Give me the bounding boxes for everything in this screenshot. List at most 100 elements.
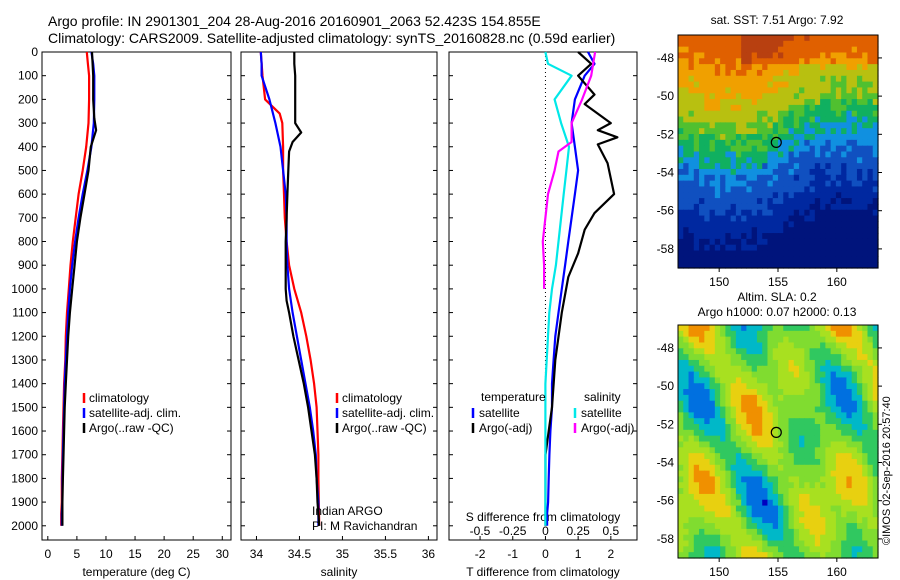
map-cell	[730, 209, 737, 217]
map-cell	[725, 377, 732, 384]
map-cell	[678, 81, 684, 89]
map-cell	[746, 330, 753, 338]
map-cell	[772, 534, 779, 542]
map-cell	[851, 256, 858, 263]
map-cell	[830, 244, 837, 252]
map-cell	[872, 58, 879, 65]
map-cell	[714, 365, 721, 373]
map-cell	[862, 238, 869, 246]
map-cell	[814, 470, 821, 478]
map-cell	[767, 116, 774, 123]
map-cell	[856, 511, 863, 518]
map-cell	[814, 546, 821, 553]
map-cell	[688, 221, 695, 228]
map-cell	[678, 523, 684, 530]
map-cell	[746, 528, 753, 536]
map-cell	[841, 238, 848, 246]
map-cell	[699, 371, 705, 379]
map-cell	[678, 394, 684, 402]
map-cell	[741, 394, 748, 402]
map-cell	[683, 93, 690, 100]
map-cell	[793, 262, 800, 269]
map-y-tick-label: -50	[657, 379, 675, 393]
map-cell	[772, 418, 779, 425]
map-cell	[830, 145, 837, 153]
map-cell	[820, 151, 826, 158]
map-cell	[756, 250, 763, 257]
map-cell	[688, 233, 695, 240]
map-cell	[699, 534, 705, 542]
map-cell	[767, 336, 774, 344]
map-cell	[804, 58, 811, 65]
map-cell	[799, 464, 805, 472]
map-cell	[841, 262, 848, 269]
map-cell	[804, 250, 811, 257]
map-cell	[809, 198, 816, 205]
map-cell	[693, 69, 700, 77]
map-cell	[820, 238, 826, 246]
map-cell	[693, 198, 700, 205]
map-cell	[741, 488, 748, 495]
map-cell	[735, 46, 742, 54]
map-cell	[778, 546, 784, 553]
map-cell	[751, 394, 758, 402]
map-cell	[814, 215, 821, 222]
map-cell	[793, 215, 800, 222]
map-cell	[872, 499, 879, 507]
map-cell	[751, 180, 758, 188]
map-cell	[688, 342, 695, 349]
map-cell	[783, 330, 790, 338]
map-cell	[835, 458, 842, 466]
map-cell	[862, 505, 869, 512]
map-cell	[862, 517, 869, 524]
map-cell	[709, 110, 716, 118]
map-cell	[688, 104, 695, 112]
map-cell	[688, 441, 695, 448]
map-cell	[835, 546, 842, 553]
map-cell	[714, 256, 721, 263]
map-cell	[846, 40, 853, 48]
map-cell	[709, 342, 716, 349]
map-cell	[793, 192, 800, 199]
map-cell	[856, 139, 863, 147]
map-cell	[762, 180, 769, 188]
map-cell	[778, 342, 784, 349]
map-cell	[678, 244, 684, 252]
map-cell	[835, 493, 842, 501]
map-cell	[699, 145, 705, 153]
map-cell	[788, 359, 795, 367]
map-cell	[830, 493, 837, 501]
map-cell	[788, 110, 795, 118]
map-cell	[699, 342, 705, 349]
map-cell	[793, 81, 800, 89]
map-cell	[825, 389, 832, 396]
map-cell	[804, 145, 811, 153]
map-cell	[835, 470, 842, 478]
map-cell	[741, 168, 748, 176]
map-cell	[809, 168, 816, 176]
map-cell	[704, 424, 711, 431]
map-cell	[841, 81, 848, 89]
map-cell	[709, 359, 716, 367]
map-cell	[830, 81, 837, 89]
map-cell	[693, 116, 700, 123]
map-cell	[830, 418, 837, 425]
map-cell	[714, 394, 721, 402]
map-cell	[741, 400, 748, 408]
map-cell	[799, 546, 805, 553]
map-cell	[693, 429, 700, 437]
map-cell	[841, 482, 848, 489]
map-cell	[720, 499, 726, 507]
map-cell	[872, 435, 879, 443]
map-cell	[788, 186, 795, 193]
map-cell	[799, 104, 805, 112]
map-cell	[788, 424, 795, 431]
map-cell	[683, 377, 690, 384]
map-cell	[751, 233, 758, 240]
map-cell	[751, 377, 758, 384]
map-cell	[793, 256, 800, 263]
map-cell	[814, 227, 821, 234]
map-cell	[830, 64, 837, 71]
map-cell	[751, 325, 758, 332]
map-cell	[799, 244, 805, 252]
